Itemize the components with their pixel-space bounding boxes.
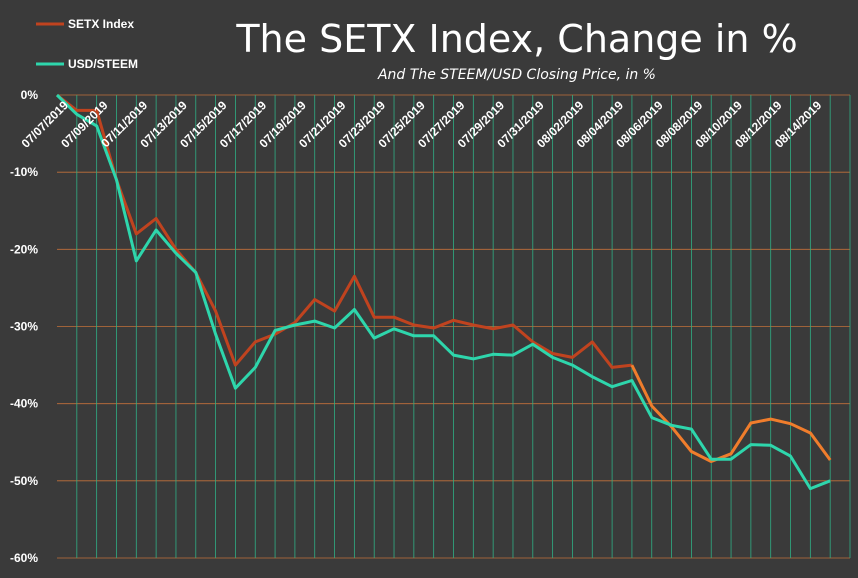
legend-label-usd: USD/STEEM [68, 57, 138, 71]
series-line-usd-steem [55, 93, 831, 491]
y-tick-label: 0% [21, 88, 39, 102]
y-tick-label: -20% [10, 242, 38, 256]
y-tick-label: -60% [10, 551, 38, 565]
y-tick-label: -50% [10, 474, 38, 488]
chart-title: The SETX Index, Change in % [235, 17, 797, 61]
series-line-setx-late [630, 364, 832, 463]
chart-subtitle: And The STEEM/USD Closing Price, in % [377, 67, 656, 83]
series-group [55, 93, 832, 491]
y-axis-ticks: 0% -10% -20% -30% -40% -50% -60% [10, 88, 38, 565]
legend-label-setx: SETX Index [68, 17, 134, 31]
y-tick-label: -30% [10, 320, 38, 334]
series-line-setx [56, 93, 633, 369]
y-tick-label: -10% [10, 165, 38, 179]
y-tick-label: -40% [10, 397, 38, 411]
legend: SETX Index USD/STEEM [36, 17, 138, 71]
